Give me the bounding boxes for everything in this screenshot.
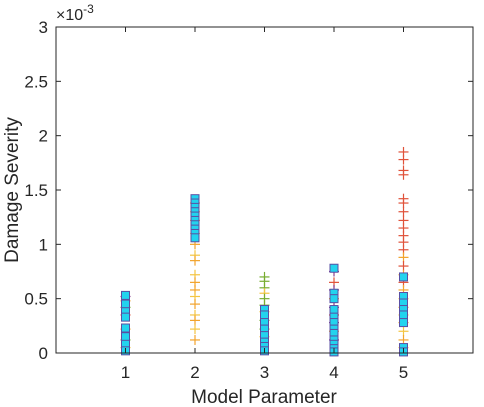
x-axis-title: Model Parameter bbox=[191, 387, 337, 407]
square-point bbox=[399, 272, 408, 282]
data-marks bbox=[120, 146, 409, 357]
plus-point bbox=[398, 326, 409, 337]
plus-point bbox=[190, 255, 200, 266]
square-point bbox=[121, 312, 130, 322]
exponent-power: -3 bbox=[83, 2, 94, 16]
y-axis-exponent: ×10-3 bbox=[56, 2, 94, 24]
y-tick-label: 3 bbox=[39, 18, 48, 37]
x-tick-label: 3 bbox=[260, 363, 269, 382]
plus-point bbox=[190, 324, 200, 335]
y-axis-ticks: 0 0.5 1 1.5 2 2.5 3 bbox=[24, 18, 473, 363]
square-point bbox=[260, 310, 269, 320]
square-point bbox=[121, 290, 130, 300]
plus-point bbox=[398, 154, 409, 165]
y-tick-label: 1 bbox=[39, 235, 48, 254]
plus-point bbox=[190, 299, 200, 310]
y-tick-label: 0.5 bbox=[24, 290, 48, 309]
plus-point bbox=[398, 252, 409, 263]
plus-point bbox=[398, 261, 409, 272]
x-tick-label: 2 bbox=[190, 363, 199, 382]
square-point bbox=[121, 323, 130, 333]
x-tick-label: 4 bbox=[329, 363, 338, 382]
square-point bbox=[190, 233, 200, 243]
plus-point bbox=[398, 206, 409, 217]
plus-point bbox=[398, 198, 409, 209]
x-tick-label: 5 bbox=[399, 363, 408, 382]
square-point bbox=[399, 310, 408, 320]
exponent-base: ×10 bbox=[56, 7, 83, 24]
plus-point bbox=[190, 315, 200, 326]
square-point bbox=[329, 263, 339, 273]
plus-point bbox=[190, 334, 200, 345]
y-axis-title: Damage Severity bbox=[2, 117, 23, 263]
y-tick-label: 2 bbox=[39, 127, 48, 146]
square-point bbox=[329, 294, 339, 304]
square-point bbox=[399, 318, 408, 328]
square-point bbox=[121, 332, 130, 342]
y-tick-label: 1.5 bbox=[24, 181, 48, 200]
square-point bbox=[121, 299, 130, 309]
y-tick-label: 2.5 bbox=[24, 72, 48, 91]
plus-point bbox=[398, 169, 409, 180]
x-axis-ticks: 1 2 3 4 5 bbox=[121, 27, 408, 382]
y-tick-label: 0 bbox=[39, 344, 48, 363]
x-tick-label: 1 bbox=[121, 363, 130, 382]
square-point bbox=[329, 305, 339, 315]
